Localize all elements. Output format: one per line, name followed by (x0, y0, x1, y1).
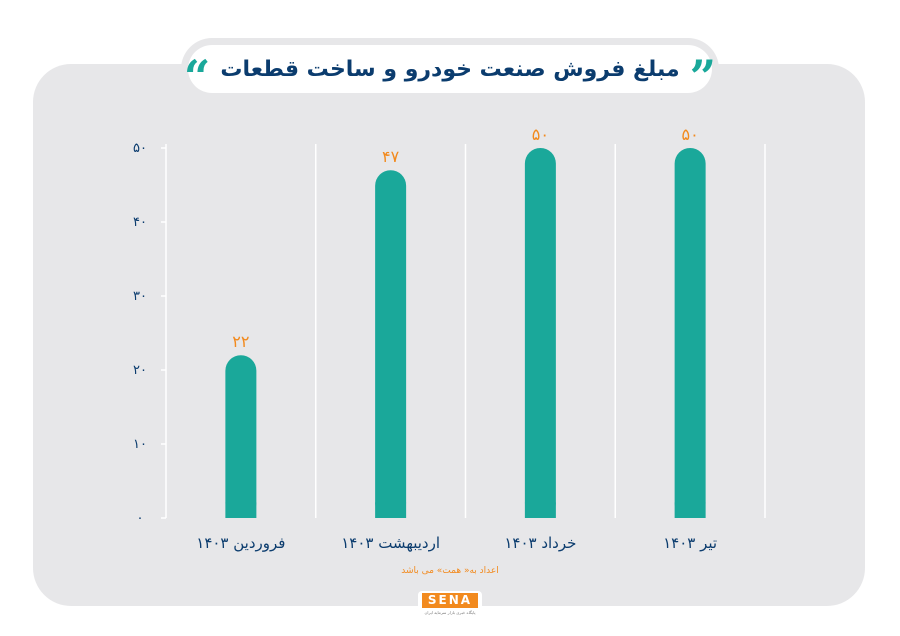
y-tick-label: ۵۰ (133, 141, 147, 156)
sena-logo: SENA پایگاه خبری بازار سرمایه ایران (418, 591, 482, 621)
bar (674, 148, 706, 518)
y-tick-label: ۱۰ (133, 437, 147, 452)
bar-base (524, 502, 556, 518)
value-label: ۵۰ (682, 125, 699, 144)
y-tick-label: ۲۰ (133, 363, 147, 378)
bar-base (375, 502, 407, 518)
value-label: ۲۲ (232, 332, 249, 351)
category-label: تیر ۱۴۰۳ (663, 534, 717, 552)
chart-panel (33, 64, 865, 606)
category-label: اردیبهشت ۱۴۰۳ (341, 534, 440, 552)
bar-base (674, 502, 706, 518)
category-label: فروردین ۱۴۰۳ (196, 534, 285, 552)
value-label: ۴۷ (382, 147, 400, 166)
unit-note: اعداد به« همت» می باشد (401, 566, 499, 576)
chart-title: مبلغ فروش صنعت خودرو و ساخت قطعات (220, 56, 680, 82)
category-label: خرداد ۱۴۰۳ (504, 534, 576, 552)
logo-word: SENA (422, 593, 478, 608)
bar (524, 148, 556, 518)
y-tick-label: ۳۰ (133, 289, 147, 304)
y-tick-label: ۰ (137, 511, 144, 526)
bar (375, 170, 407, 518)
value-label: ۵۰ (532, 125, 549, 144)
bar-base (225, 502, 257, 518)
bar (225, 355, 257, 518)
title-box: “ مبلغ فروش صنعت خودرو و ساخت قطعات ” (184, 45, 716, 100)
logo-tagline: پایگاه خبری بازار سرمایه ایران (424, 610, 476, 615)
y-tick-label: ۴۰ (133, 215, 147, 230)
